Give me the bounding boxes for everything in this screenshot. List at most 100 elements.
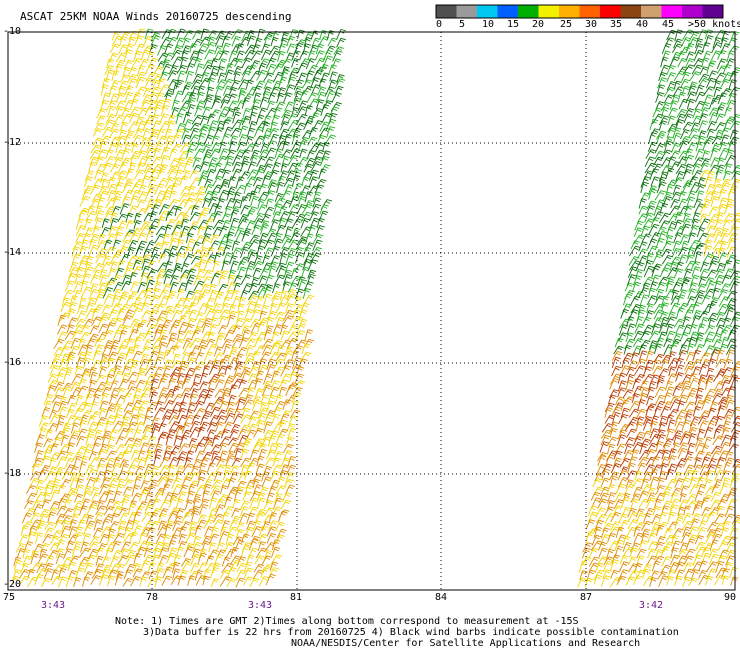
wind-barb bbox=[299, 50, 309, 61]
wind-barb bbox=[119, 121, 129, 132]
wind-barb bbox=[704, 575, 714, 586]
wind-barb bbox=[191, 241, 202, 252]
wind-barb bbox=[133, 552, 142, 565]
wind-barb bbox=[289, 409, 301, 419]
legend-swatch bbox=[518, 5, 539, 18]
wind-barb bbox=[236, 141, 247, 152]
wind-barb bbox=[107, 268, 117, 278]
wind-barb bbox=[229, 79, 241, 91]
wind-barb bbox=[260, 224, 270, 235]
wind-barb bbox=[221, 556, 231, 567]
wind-barb bbox=[131, 143, 140, 153]
wind-barb bbox=[211, 479, 223, 490]
wind-barb bbox=[175, 113, 184, 125]
wind-barb bbox=[176, 122, 186, 133]
wind-barb bbox=[707, 260, 719, 271]
wind-barb bbox=[248, 64, 257, 76]
wind-barb bbox=[661, 556, 672, 567]
wind-barb bbox=[168, 237, 179, 250]
wind-barb bbox=[165, 433, 174, 446]
wind-barb bbox=[217, 72, 227, 84]
wind-barb bbox=[303, 120, 314, 130]
wind-barb bbox=[190, 79, 203, 90]
wind-barb bbox=[150, 114, 160, 125]
wind-barb bbox=[178, 192, 190, 203]
wind-barb bbox=[267, 92, 277, 104]
wind-barb bbox=[284, 101, 295, 112]
wind-barb bbox=[218, 189, 229, 201]
wind-barb bbox=[217, 113, 227, 124]
wind-barb bbox=[212, 226, 223, 236]
wind-barb bbox=[84, 170, 95, 182]
wind-barb bbox=[175, 79, 184, 90]
wind-barb bbox=[153, 356, 163, 369]
wind-barb bbox=[598, 492, 610, 503]
wind-barb bbox=[658, 71, 667, 82]
wind-barb bbox=[319, 121, 330, 133]
wind-barb bbox=[336, 37, 346, 48]
wind-barb bbox=[89, 184, 101, 195]
pass-time-3: 3:42 bbox=[639, 600, 664, 611]
wind-barb bbox=[185, 232, 194, 244]
wind-barb bbox=[244, 470, 253, 480]
wind-barb bbox=[305, 70, 315, 83]
wind-barb bbox=[731, 519, 740, 529]
wind-barb bbox=[264, 274, 275, 286]
wind-barb bbox=[248, 111, 258, 124]
wind-barb bbox=[119, 74, 131, 83]
wind-barb bbox=[247, 169, 259, 180]
wind-barb bbox=[333, 46, 344, 55]
wind-barb bbox=[683, 108, 695, 118]
wind-barb bbox=[104, 420, 114, 432]
wind-barb bbox=[77, 338, 87, 349]
wind-barb bbox=[263, 373, 273, 385]
wind-barb bbox=[153, 148, 162, 158]
legend-swatch bbox=[497, 5, 519, 18]
wind-barb bbox=[257, 191, 270, 202]
wind-barb bbox=[291, 392, 302, 403]
wind-barb bbox=[109, 212, 119, 224]
wind-barb bbox=[135, 379, 146, 389]
wind-barb bbox=[167, 168, 178, 179]
wind-barb bbox=[307, 98, 320, 110]
wind-barb bbox=[226, 566, 237, 579]
wind-barb bbox=[34, 573, 44, 586]
wind-barb bbox=[235, 50, 245, 62]
wind-barb bbox=[316, 134, 327, 146]
wind-barb bbox=[199, 381, 209, 391]
wind-barb bbox=[125, 43, 135, 53]
wind-barb bbox=[198, 259, 207, 271]
wind-barb bbox=[160, 104, 170, 117]
wind-barb bbox=[136, 65, 146, 77]
wind-barb bbox=[95, 547, 105, 557]
wind-barb bbox=[650, 216, 660, 228]
wind-barb bbox=[253, 428, 264, 438]
wind-barb bbox=[282, 92, 293, 104]
wind-barb bbox=[135, 116, 145, 126]
lat-label-10: -10 bbox=[3, 26, 22, 37]
wind-barb bbox=[304, 191, 313, 203]
wind-barb bbox=[619, 519, 630, 531]
wind-barb bbox=[185, 63, 195, 75]
wind-barb bbox=[256, 245, 265, 257]
wind-barb bbox=[268, 169, 280, 180]
wind-barb bbox=[100, 227, 111, 237]
wind-barb bbox=[207, 196, 219, 207]
wind-barb bbox=[203, 97, 213, 109]
wind-barb bbox=[107, 226, 119, 237]
wind-barb bbox=[702, 50, 713, 63]
wind-barb bbox=[208, 203, 219, 214]
wind-barb bbox=[279, 210, 290, 222]
wind-barb bbox=[109, 128, 120, 139]
wind-barb bbox=[227, 93, 238, 104]
wind-barb bbox=[706, 62, 715, 74]
wind-barb bbox=[189, 50, 200, 60]
wind-barb bbox=[170, 107, 180, 118]
wind-barb bbox=[275, 224, 287, 235]
wind-barb bbox=[327, 37, 338, 47]
wind-barb bbox=[148, 129, 160, 140]
wind-barb bbox=[623, 293, 633, 306]
wind-barb bbox=[263, 329, 273, 340]
wind-barb bbox=[185, 70, 194, 83]
wind-barb bbox=[181, 378, 191, 390]
